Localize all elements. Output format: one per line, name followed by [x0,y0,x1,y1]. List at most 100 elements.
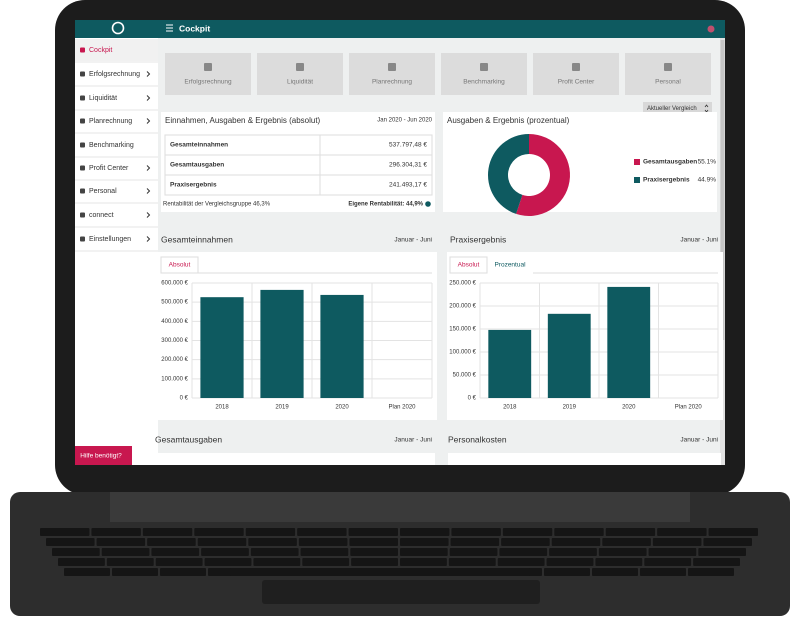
compare-label[interactable]: Aktueller Vergleich [647,106,697,112]
sidebar-icon [80,142,85,148]
key [551,538,601,546]
sidebar-item[interactable]: Einstellungen [89,236,131,243]
key [298,538,348,546]
sidebar-icon [80,95,85,101]
tab-label[interactable]: Absolut [169,262,191,269]
key [703,538,752,546]
chevron [146,118,151,124]
key [688,568,734,576]
x-tick-label: 2018 [503,405,517,411]
y-tick-label: 50.000 € [453,373,477,379]
nav-tile[interactable] [165,53,251,95]
key [544,568,590,576]
key [598,548,647,556]
trackpad [262,580,540,604]
key [106,558,154,566]
key [204,558,252,566]
y-tick-label: 400.000 € [161,319,188,325]
topbar [75,20,725,38]
sidebar-item[interactable]: Liquidität [89,95,117,102]
nav-tile[interactable] [349,53,435,95]
tile-label[interactable]: Benchmarking [463,79,505,86]
y-tick-label: 200.000 € [161,357,188,363]
key [248,538,297,546]
sidebar-item[interactable]: Personal [89,188,117,195]
nav-tile[interactable] [625,53,711,95]
bar [547,313,591,398]
nav-tile[interactable] [441,53,527,95]
pie-panel [443,112,717,212]
x-tick-label: Plan 2020 [388,405,416,411]
compare-button[interactable] [643,102,712,114]
y-tick-label: 300.000 € [161,338,188,344]
key [693,558,740,566]
tile-label[interactable]: Profit Center [558,79,595,86]
key [250,548,299,556]
section-title: Personalkosten [448,434,507,444]
key [300,548,349,556]
y-tick-label: 150.000 € [449,327,476,333]
key [450,538,500,546]
tile-label[interactable]: Liquidität [287,79,313,86]
tab-label[interactable]: Prozentual [494,262,526,269]
key [91,528,141,536]
tab-active[interactable] [160,256,199,274]
key [96,538,146,546]
key [297,528,347,536]
keys [40,528,758,576]
x-tick-label: 2019 [563,405,577,411]
sidebar-item[interactable]: Profit Center [89,165,129,172]
key [58,558,105,566]
key [160,568,206,576]
tile-label[interactable]: Erfolgsrechnung [184,79,232,86]
tile-label[interactable]: Planrechnung [372,79,412,86]
tile-icon [664,63,672,71]
tile-label[interactable]: Personal [655,79,681,86]
y-tick-label: 600.000 € [161,281,188,287]
key [64,568,110,576]
sidebar-item[interactable]: Benchmarking [89,142,134,149]
key [448,558,496,566]
section-title: Gesamtausgaben [155,434,222,444]
legend-swatch [634,177,640,183]
chevron [146,95,151,101]
chart-subtitle: Januar - Juni [394,237,432,244]
sidebar-item[interactable]: Planrechnung [89,118,132,125]
key [351,558,398,566]
tile-icon [296,63,304,71]
chevron [146,71,151,77]
y-tick-label: 100.000 € [449,350,476,356]
key [230,568,530,576]
nav-tile[interactable] [257,53,343,95]
help-button[interactable] [70,446,132,465]
chart-title: Praxisergebnis [450,234,506,244]
key [546,558,594,566]
tab-label[interactable]: Absolut [458,262,480,269]
row-value: 241.493,17 € [389,182,427,189]
x-tick-label: 2019 [275,405,289,411]
y-tick-label: 200.000 € [449,304,476,310]
footer-right: Eigene Rentabilität: 44,9% [348,202,423,208]
key [147,538,196,546]
key [698,548,746,556]
chevron [146,212,151,218]
sidebar-item[interactable]: Erfolgsrechnung [89,71,140,78]
help-label[interactable]: Hilfe benötigt? [80,453,122,460]
legend-value: 55.1% [698,159,717,166]
sidebar-item[interactable]: Cockpit [89,47,112,54]
key [708,528,758,536]
chevron [146,165,151,171]
scroll-thumb [720,40,725,340]
key [501,538,550,546]
nav-tile[interactable] [533,53,619,95]
sidebar-item[interactable]: connect [89,212,114,219]
key [657,528,707,536]
tile-icon [572,63,580,71]
chart-title: Gesamteinnahmen [161,234,233,244]
tab-active[interactable] [449,256,488,274]
key [197,538,247,546]
summary-title: Einnahmen, Ausgaben & Ergebnis (absolut) [165,116,321,125]
row-label: Praxisergebnis [170,182,217,189]
key [112,568,158,576]
y-tick-label: 250.000 € [449,281,476,287]
